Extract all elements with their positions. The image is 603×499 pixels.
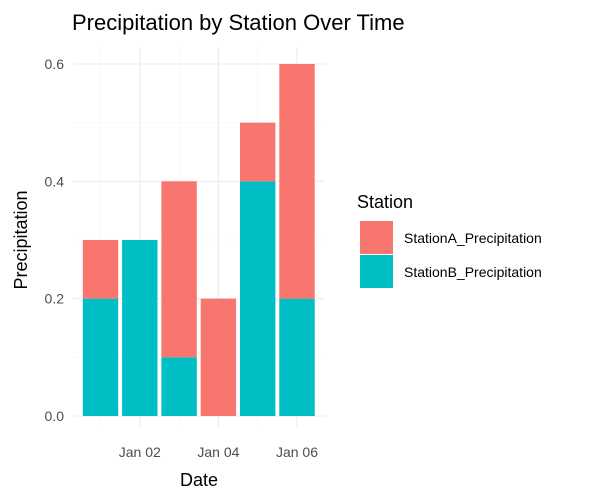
y-tick-label: 0.6: [45, 56, 65, 72]
legend-label: StationB_Precipitation: [404, 264, 542, 280]
y-axis-title: Precipitation: [11, 190, 31, 289]
x-tick-label: Jan 06: [276, 444, 318, 460]
bar-stationb: [240, 181, 276, 416]
y-tick-label: 0.0: [45, 408, 65, 424]
bars: [82, 64, 315, 416]
y-axis-ticks: 0.0 0.2 0.4 0.6: [45, 56, 65, 424]
bar-stationa: [200, 298, 237, 416]
y-tick-label: 0.4: [45, 173, 65, 189]
bar-stationa: [240, 122, 276, 182]
x-tick-label: Jan 04: [197, 444, 239, 460]
legend-title: Station: [357, 192, 413, 212]
bar-stationb: [82, 298, 119, 416]
legend-swatch: [360, 255, 393, 288]
chart-title: Precipitation by Station Over Time: [72, 10, 405, 35]
bar-stationa: [82, 240, 119, 299]
legend: Station StationA_Precipitation StationB_P…: [357, 192, 542, 288]
bar-stationb: [161, 357, 197, 416]
x-axis-ticks: Jan 02 Jan 04 Jan 06: [119, 444, 318, 460]
x-axis-title: Date: [180, 470, 218, 490]
legend-swatch: [360, 221, 393, 254]
bar-stationa: [279, 64, 315, 299]
bar-stationb: [122, 240, 158, 416]
y-tick-label: 0.2: [45, 291, 65, 307]
bar-stationa: [161, 181, 197, 358]
bar-stationb: [279, 298, 315, 416]
x-tick-label: Jan 02: [119, 444, 161, 460]
legend-label: StationA_Precipitation: [404, 230, 542, 246]
